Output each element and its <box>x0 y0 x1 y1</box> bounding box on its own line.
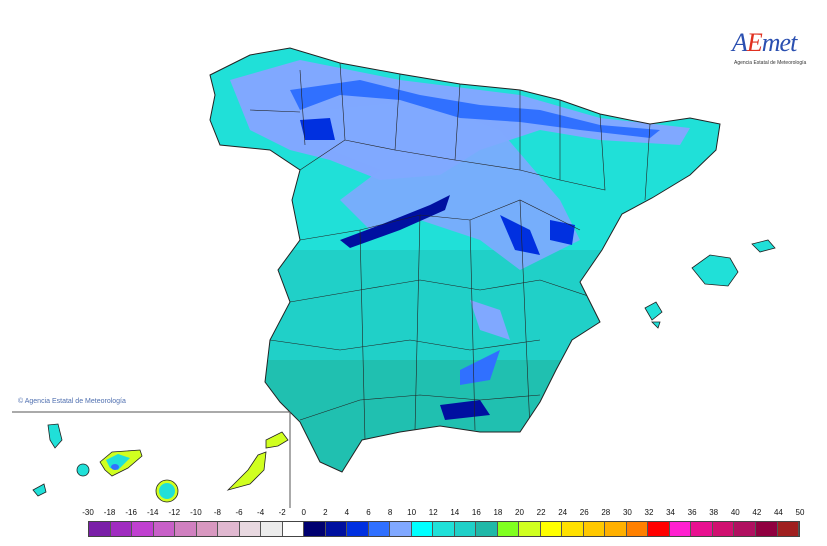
aemet-logo: AEmet Agencia Estatal de Meteorología <box>728 28 814 68</box>
legend-label: 38 <box>709 508 719 517</box>
legend-label: 4 <box>344 508 350 517</box>
legend-label: 42 <box>752 508 762 517</box>
legend-swatch <box>347 522 369 536</box>
legend-swatch <box>648 522 670 536</box>
legend-label: 20 <box>515 508 524 517</box>
temperature-legend: -30 -18 -16 -14 -12 -10 -8 -6 -4 -2 0 2 4 6 8 10 12 14 16 1… <box>82 508 804 537</box>
legend-label: 50 <box>795 508 805 517</box>
legend-label: 8 <box>387 508 393 517</box>
legend-label: 28 <box>601 508 611 517</box>
legend-label: 22 <box>536 508 546 517</box>
legend-swatch <box>583 522 606 536</box>
legend-swatch <box>734 522 756 536</box>
legend-label: 14 <box>450 508 460 517</box>
legend-swatch <box>196 522 219 536</box>
legend-label: 2 <box>323 508 328 517</box>
legend-swatch <box>325 522 348 536</box>
legend-label: 24 <box>558 508 568 517</box>
logo-subtitle: Agencia Estatal de Meteorología <box>734 60 807 66</box>
legend-swatch <box>368 522 391 536</box>
legend-label: -2 <box>278 508 286 517</box>
legend-label: 32 <box>644 508 654 517</box>
legend-swatch <box>540 522 563 536</box>
legend-swatch <box>476 522 498 536</box>
legend-swatch <box>110 522 133 536</box>
legend-label: -18 <box>103 508 116 517</box>
legend-swatch <box>605 522 627 536</box>
legend-label: 16 <box>471 508 481 517</box>
legend-label: 0 <box>301 508 306 517</box>
legend-swatch <box>153 522 176 536</box>
legend-swatch <box>218 522 240 536</box>
legend-swatch <box>239 522 262 536</box>
legend-swatch <box>712 522 735 536</box>
legend-label: 30 <box>622 508 632 517</box>
legend-label: 12 <box>428 508 438 517</box>
legend-swatch <box>669 522 692 536</box>
legend-label: 26 <box>579 508 589 517</box>
legend-label: -4 <box>257 508 265 517</box>
logo-wordmark: AEmet <box>732 28 797 57</box>
legend-label: -16 <box>125 508 137 517</box>
legend-label: -12 <box>168 508 181 517</box>
legend-swatch <box>390 522 412 536</box>
legend-swatch <box>755 522 778 536</box>
legend-label: 40 <box>730 508 740 517</box>
legend-swatch <box>411 522 434 536</box>
legend-swatch <box>497 522 520 536</box>
legend-swatch <box>282 522 305 536</box>
legend-swatch <box>175 522 197 536</box>
legend-swatch <box>562 522 584 536</box>
legend-label: 34 <box>666 508 675 517</box>
legend-swatch <box>626 522 649 536</box>
legend-label: -6 <box>235 508 243 517</box>
legend-label: 44 <box>773 508 783 517</box>
legend-label: -10 <box>190 508 202 517</box>
legend-swatch <box>304 522 326 536</box>
legend-swatch <box>89 522 111 536</box>
peninsula <box>209 47 721 473</box>
legend-label: -30 <box>82 508 94 517</box>
legend-swatch <box>454 522 477 536</box>
legend-label: 36 <box>687 508 697 517</box>
copyright-notice: © Agencia Estatal de Meteorología <box>18 398 126 405</box>
legend-label: 18 <box>493 508 503 517</box>
legend-label: 10 <box>407 508 417 517</box>
legend-colorbar <box>88 521 800 537</box>
legend-swatch <box>261 522 283 536</box>
legend-label: -8 <box>213 508 222 517</box>
canary-islands-inset <box>12 411 291 508</box>
legend-labels: -30 -18 -16 -14 -12 -10 -8 -6 -4 -2 0 2 4 6 8 10 12 14 16 1… <box>82 508 804 518</box>
province-borders <box>249 62 651 441</box>
legend-label: -14 <box>146 508 159 517</box>
balearic-islands <box>644 239 776 329</box>
legend-swatch <box>433 522 455 536</box>
legend-swatch <box>691 522 713 536</box>
legend-swatch <box>519 522 541 536</box>
legend-swatch <box>777 522 800 536</box>
legend-swatch <box>132 522 154 536</box>
legend-label: 6 <box>366 508 371 517</box>
